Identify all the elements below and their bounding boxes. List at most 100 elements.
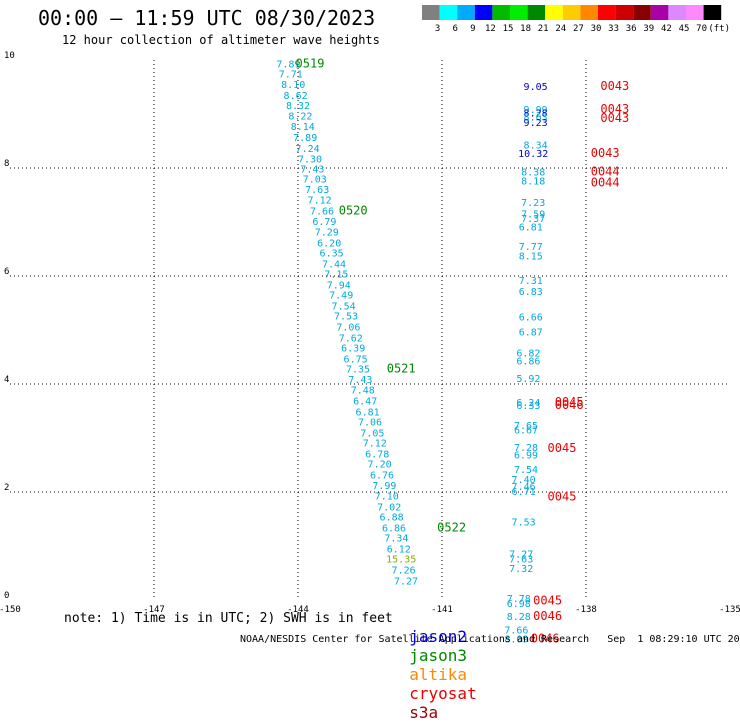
colorbar-label: 12 [485, 24, 496, 34]
swh-value: 8.15 [519, 251, 543, 262]
swh-value: 8.62 [284, 91, 308, 102]
swh-value: 7.12 [308, 196, 332, 207]
swh-value: 6.82 [516, 348, 540, 359]
swh-value: 6.12 [387, 544, 411, 555]
time-label: 0043 [591, 146, 620, 160]
satellite-jason2: jason2 [409, 627, 468, 646]
satellite-altika: altika [409, 665, 468, 684]
swh-value: 7.10 [375, 492, 399, 503]
colorbar-label: 45 [679, 24, 690, 34]
chart-subtitle: 12 hour collection of altimeter wave hei… [62, 33, 380, 47]
swh-value: 7.06 [336, 323, 360, 334]
x-tick-label: -147 [143, 605, 165, 615]
swh-value: 7.24 [296, 144, 320, 155]
swh-value: 7.44 [322, 259, 346, 270]
time-label: 0046 [555, 398, 584, 412]
swh-value: 7.23 [521, 198, 545, 209]
swh-value: 6.78 [365, 449, 389, 460]
swh-value: 6.86 [382, 523, 406, 534]
y-tick-label: 4 [4, 375, 9, 385]
colorbar-swatch [580, 5, 598, 20]
swh-value: 8.32 [286, 101, 310, 112]
swh-points: 7.897.718.108.628.328.228.147.897.247.30… [276, 60, 548, 646]
time-label: 0520 [339, 203, 368, 217]
swh-value: 7.63 [305, 185, 329, 196]
swh-value: 7.28 [514, 443, 538, 454]
time-label: 0045 [548, 490, 577, 504]
time-label: 0045 [533, 593, 562, 607]
time-label: 0519 [296, 57, 325, 71]
colorbar-label: 27 [573, 24, 584, 34]
colorbar-label: 18 [520, 24, 531, 34]
swh-value: 7.66 [310, 206, 334, 217]
colorbar-label: 30 [591, 24, 602, 34]
colorbar-label: 33 [608, 24, 619, 34]
swh-value: 8.09 [504, 635, 528, 646]
swh-value: 7.40 [512, 475, 536, 486]
swh-value: 6.71 [512, 487, 536, 498]
swh-value: 7.77 [519, 242, 543, 253]
time-label: 0046 [533, 609, 562, 623]
time-label: 0521 [387, 362, 416, 376]
time-label: 0522 [437, 520, 466, 534]
swh-value: 7.06 [358, 418, 382, 429]
colorbar-swatch [703, 5, 722, 20]
swh-value: 6.35 [320, 249, 344, 260]
x-tick-label: -138 [575, 605, 597, 615]
altimeter-chart: 3 6 9 12 15 18 21 24 27 30 33 36 39 42 45 70 (ft) -150 -1… [0, 5, 740, 646]
colorbar-label: 39 [643, 24, 654, 34]
swh-value: 7.37 [521, 214, 545, 225]
time-label: 0044 [591, 165, 620, 179]
swh-value: 7.27 [394, 576, 418, 587]
swh-value: 6.79 [312, 217, 336, 228]
time-labels: 0519052005210522004300430043004300440044… [296, 57, 630, 646]
swh-value: 6.88 [380, 513, 404, 524]
swh-value: 7.43 [300, 164, 324, 175]
swh-value: 7.03 [303, 175, 327, 186]
colorbar-label: 9 [470, 24, 475, 34]
footnote: note: 1) Time is in UTC; 2) SWH is in fe… [64, 611, 393, 626]
swh-value: 7.27 [509, 549, 533, 560]
colorbar-label: 42 [661, 24, 672, 34]
colorbar-label: (ft) [708, 24, 730, 34]
swh-value: 8.34 [524, 141, 548, 152]
swh-value: 6.86 [516, 357, 540, 368]
swh-value: 15.35 [386, 555, 416, 566]
swh-value: 6.81 [356, 407, 380, 418]
colorbar-swatch [598, 5, 616, 20]
swh-value: 8.14 [291, 122, 315, 133]
swh-value: 8.22 [288, 111, 312, 122]
swh-value: 6.67 [514, 426, 538, 437]
swh-value: 10.32 [518, 149, 548, 160]
swh-value: 9.23 [524, 118, 548, 129]
time-label: 0043 [600, 79, 629, 93]
swh-value: 6.83 [519, 287, 543, 298]
colorbar-swatch [527, 5, 546, 20]
swh-value: 7.89 [276, 60, 300, 71]
colorbar-swatch [457, 5, 475, 20]
colorbar-swatch [562, 5, 581, 20]
colorbar-label: 3 [435, 24, 440, 34]
swh-value: 7.05 [360, 428, 384, 439]
satellite-legend: jason2 jason3 altika cryosat s3a [390, 608, 487, 722]
swh-value: 7.02 [377, 502, 401, 513]
colorbar-swatch [650, 5, 669, 20]
colorbar-label: 21 [538, 24, 549, 34]
swh-value: 9.05 [524, 82, 548, 93]
swh-value: 8.10 [281, 80, 305, 91]
swh-value: 5.92 [516, 374, 540, 385]
swh-value: 6.98 [507, 599, 531, 610]
x-tick-label: -144 [287, 605, 309, 615]
swh-value: 7.94 [327, 280, 351, 291]
colorbar-swatch [686, 5, 704, 20]
swh-value: 7.78 [507, 594, 531, 605]
swh-value: 7.66 [504, 625, 528, 636]
swh-value: 7.46 [512, 482, 536, 493]
swh-value: 6.76 [370, 471, 394, 482]
swh-value: 7.49 [329, 291, 353, 302]
y-tick-label: 2 [4, 483, 9, 493]
swh-value: 7.32 [509, 564, 533, 575]
colorbar-swatch [422, 5, 440, 20]
colorbar-swatch [668, 5, 686, 20]
satellite-cryosat: cryosat [409, 684, 477, 703]
